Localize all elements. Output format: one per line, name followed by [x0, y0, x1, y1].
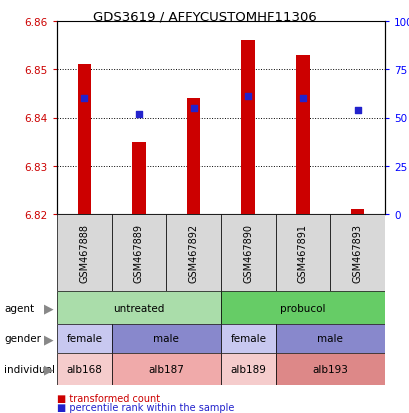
- Bar: [111, 353, 220, 385]
- Bar: [166, 214, 220, 291]
- Bar: [132, 142, 146, 214]
- Bar: [220, 353, 275, 385]
- Point: [81, 96, 88, 102]
- Text: female: female: [66, 334, 102, 344]
- Bar: [57, 353, 111, 385]
- Bar: [57, 324, 111, 353]
- Text: untreated: untreated: [113, 303, 164, 313]
- Text: GDS3619 / AFFYCUSTOMHF11306: GDS3619 / AFFYCUSTOMHF11306: [93, 10, 316, 23]
- Text: GSM467891: GSM467891: [297, 223, 307, 282]
- Text: alb193: alb193: [312, 364, 347, 374]
- Text: gender: gender: [4, 334, 41, 344]
- Bar: [275, 353, 384, 385]
- Text: GSM467888: GSM467888: [79, 223, 89, 282]
- Text: ▶: ▶: [44, 332, 54, 345]
- Text: male: male: [317, 334, 342, 344]
- Bar: [220, 214, 275, 291]
- Bar: [111, 324, 220, 353]
- Point: [135, 111, 142, 118]
- Bar: [57, 291, 220, 324]
- Text: individual: individual: [4, 364, 55, 374]
- Text: ■ percentile rank within the sample: ■ percentile rank within the sample: [57, 402, 234, 412]
- Text: female: female: [230, 334, 266, 344]
- Bar: [187, 99, 200, 214]
- Text: male: male: [153, 334, 179, 344]
- Bar: [220, 291, 384, 324]
- Text: GSM467890: GSM467890: [243, 223, 253, 282]
- Text: GSM467893: GSM467893: [352, 223, 362, 282]
- Bar: [220, 324, 275, 353]
- Bar: [275, 324, 384, 353]
- Bar: [241, 41, 254, 214]
- Text: alb168: alb168: [66, 364, 102, 374]
- Point: [299, 96, 306, 102]
- Text: probucol: probucol: [280, 303, 325, 313]
- Bar: [111, 214, 166, 291]
- Text: alb187: alb187: [148, 364, 184, 374]
- Text: GSM467892: GSM467892: [188, 223, 198, 282]
- Text: ▶: ▶: [44, 363, 54, 375]
- Text: alb189: alb189: [230, 364, 265, 374]
- Bar: [77, 65, 91, 214]
- Text: agent: agent: [4, 303, 34, 313]
- Bar: [330, 214, 384, 291]
- Text: ▶: ▶: [44, 301, 54, 314]
- Text: ■ transformed count: ■ transformed count: [57, 393, 160, 403]
- Point: [245, 94, 251, 100]
- Point: [353, 107, 360, 114]
- Point: [190, 105, 196, 112]
- Text: GSM467889: GSM467889: [134, 223, 144, 282]
- Bar: [275, 214, 330, 291]
- Bar: [295, 56, 309, 214]
- Bar: [57, 214, 111, 291]
- Bar: [350, 210, 364, 214]
